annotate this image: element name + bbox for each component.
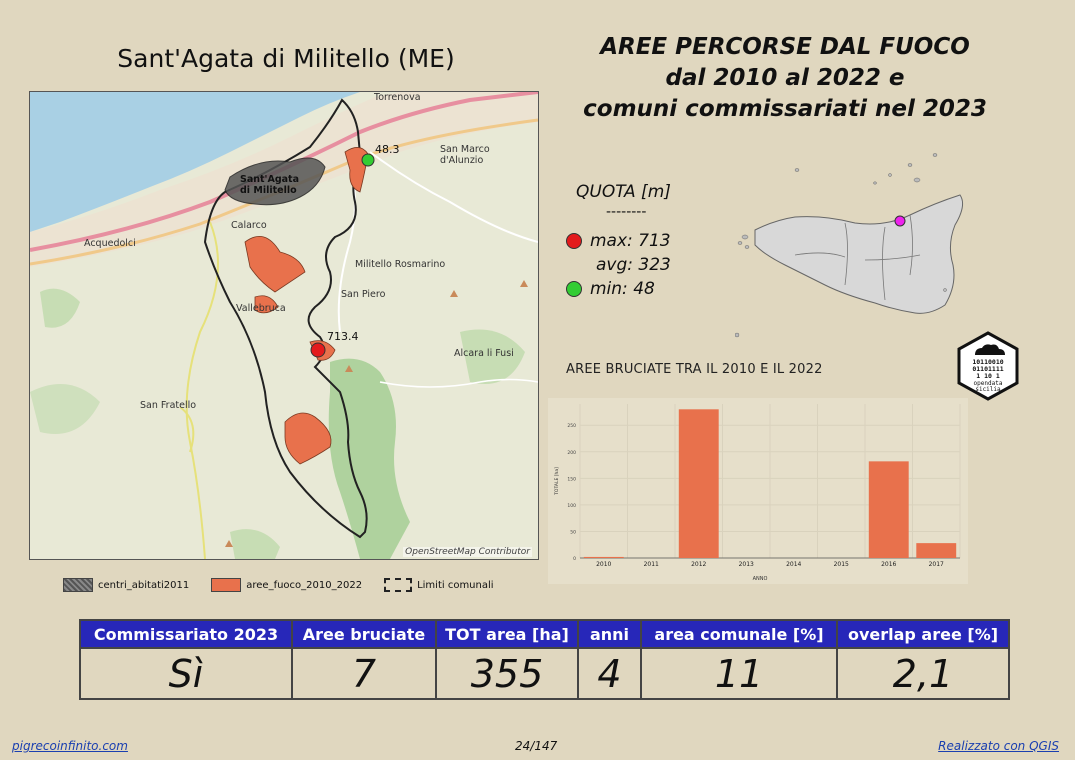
municipality-map[interactable]: Torrenova San Marco d'Alunzio Acquedolci… xyxy=(29,91,539,560)
legend-swatch-fire xyxy=(211,578,242,592)
y-tick-label: 150 xyxy=(567,476,576,482)
altitude-separator: -------- xyxy=(606,204,647,220)
stats-value: 355 xyxy=(435,647,579,700)
sea-area xyxy=(30,92,360,232)
footer-qgis-link[interactable]: Realizzato con QGIS xyxy=(938,739,1059,753)
legend-label-urban: centri_abitati2011 xyxy=(98,579,190,591)
min-dot-icon xyxy=(566,281,582,297)
altitude-title: QUOTA [m] xyxy=(576,182,671,202)
max-dot-icon xyxy=(566,233,582,249)
chart-bar xyxy=(678,409,719,558)
logo-text-1: opendata xyxy=(974,380,1003,387)
fire-area xyxy=(284,412,332,465)
altitude-max-row: max: 713 xyxy=(566,231,671,251)
stats-header-row: Commissariato 2023 Aree bruciate TOT are… xyxy=(79,619,1010,649)
main-title-line1: AREE PERCORSE DAL FUOCO xyxy=(600,34,970,60)
legend-item-urban: centri_abitati2011 xyxy=(63,578,189,592)
altitude-min: min: 48 xyxy=(590,279,655,299)
logo-bits-2: 01101111 xyxy=(972,365,1003,373)
chart-title: AREE BRUCIATE TRA IL 2010 E IL 2022 xyxy=(566,362,823,377)
sicily-shape xyxy=(754,194,964,314)
municipal-boundary xyxy=(203,98,368,539)
legend-item-fire: aree_fuoco_2010_2022 xyxy=(211,578,362,592)
footer-page-number: 24/147 xyxy=(515,739,558,753)
chart-svg: 0 50 100 150 200 250 2010 2011 2012 2013 2014 2015 2… xyxy=(554,404,961,582)
altitude-panel: QUOTA [m] -------- max: 713 avg: 323 min… xyxy=(566,182,706,302)
x-tick-label: 2014 xyxy=(786,561,801,568)
stats-table: Commissariato 2023 Aree bruciate TOT are… xyxy=(79,619,1010,700)
stats-value: 2,1 xyxy=(836,647,1010,700)
stats-value: 7 xyxy=(291,647,437,700)
map-label-san-piero: San Piero xyxy=(341,289,386,300)
max-marker-label: 713.4 xyxy=(327,330,359,343)
y-tick-label: 250 xyxy=(567,423,576,429)
y-tick-label: 100 xyxy=(567,503,576,509)
main-title-line3: comuni commissariati nel 2023 xyxy=(583,96,987,122)
stats-header: Commissariato 2023 xyxy=(79,619,293,649)
min-marker-label: 48.3 xyxy=(375,143,400,156)
map-legend: centri_abitati2011 aree_fuoco_2010_2022 … xyxy=(63,578,516,592)
y-tick-label: 0 xyxy=(573,556,576,562)
map-label-acquedolci: Acquedolci xyxy=(84,238,136,249)
legend-swatch-boundary xyxy=(384,578,413,592)
x-tick-label: 2013 xyxy=(739,561,754,568)
altitude-max: max: 713 xyxy=(590,231,671,251)
stats-value-row: Sì 7 355 4 11 2,1 xyxy=(79,647,1010,700)
max-altitude-marker xyxy=(310,342,326,358)
x-axis-label: ANNO xyxy=(753,576,768,582)
x-tick-label: 2011 xyxy=(644,561,659,568)
fire-area xyxy=(244,235,306,293)
map-label-san-fratello: San Fratello xyxy=(140,400,197,411)
urban-center xyxy=(224,157,326,206)
y-axis-label: TOTALE [ha] xyxy=(554,467,560,496)
chart-bar xyxy=(583,556,624,558)
forest-area xyxy=(328,358,410,559)
main-title-line2: dal 2010 al 2022 e xyxy=(665,65,905,91)
min-altitude-marker xyxy=(361,153,375,167)
stats-value: 11 xyxy=(640,647,838,700)
map-label-vallebruca: Vallebruca xyxy=(236,303,286,314)
x-tick-label: 2016 xyxy=(881,561,896,568)
burned-area-chart: 0 50 100 150 200 250 2010 2011 2012 2013 2014 2015 2… xyxy=(548,398,968,584)
main-title: AREE PERCORSE DAL FUOCO dal 2010 al 2022… xyxy=(560,32,1010,125)
legend-swatch-urban xyxy=(63,578,93,592)
legend-item-boundary: Limiti comunali xyxy=(384,578,494,592)
map-label-torrenova: Torrenova xyxy=(374,92,421,103)
y-tick-label: 50 xyxy=(570,529,576,535)
sicily-inset-map xyxy=(735,153,964,338)
y-tick-label: 200 xyxy=(567,450,576,456)
x-tick-label: 2017 xyxy=(929,561,944,568)
opendata-sicilia-logo: 10110010 01101111 1 10 1 opendata sicili… xyxy=(957,331,1019,401)
logo-bits-1: 10110010 xyxy=(972,358,1003,366)
map-label-militello: Militello Rosmarino xyxy=(355,259,446,270)
map-attribution: OpenStreetMap Contributor xyxy=(403,547,532,557)
legend-label-boundary: Limiti comunali xyxy=(417,579,494,591)
map-title: Sant'Agata di Militello (ME) xyxy=(117,44,455,73)
map-label-san-marco: San Marco d'Alunzio xyxy=(440,144,490,166)
stats-header: Aree bruciate xyxy=(291,619,437,649)
logo-text-2: sicilia xyxy=(975,386,1001,393)
map-label-calarco: Calarco xyxy=(231,220,267,231)
stats-value: 4 xyxy=(577,647,642,700)
stats-header: area comunale [%] xyxy=(640,619,838,649)
legend-label-fire: aree_fuoco_2010_2022 xyxy=(246,579,363,591)
x-tick-label: 2015 xyxy=(834,561,849,568)
stats-header: anni xyxy=(577,619,642,649)
altitude-min-row: min: 48 xyxy=(566,279,655,299)
map-label-alcara: Alcara li Fusi xyxy=(454,348,514,359)
x-tick-label: 2010 xyxy=(596,561,611,568)
fire-area xyxy=(254,295,279,314)
chart-bar xyxy=(916,543,957,558)
location-marker xyxy=(894,215,906,227)
altitude-avg: avg: 323 xyxy=(596,255,671,275)
chart-bar xyxy=(868,461,909,558)
stats-value: Sì xyxy=(79,647,293,700)
logo-bits-3: 1 10 1 xyxy=(976,372,1000,380)
x-tick-label: 2012 xyxy=(691,561,706,568)
stats-header: overlap aree [%] xyxy=(836,619,1010,649)
map-canvas xyxy=(30,92,538,559)
footer-website-link[interactable]: pigrecoinfinito.com xyxy=(12,739,128,753)
map-label-santagata: Sant'Agata di Militello xyxy=(240,174,299,196)
stats-header: TOT area [ha] xyxy=(435,619,579,649)
